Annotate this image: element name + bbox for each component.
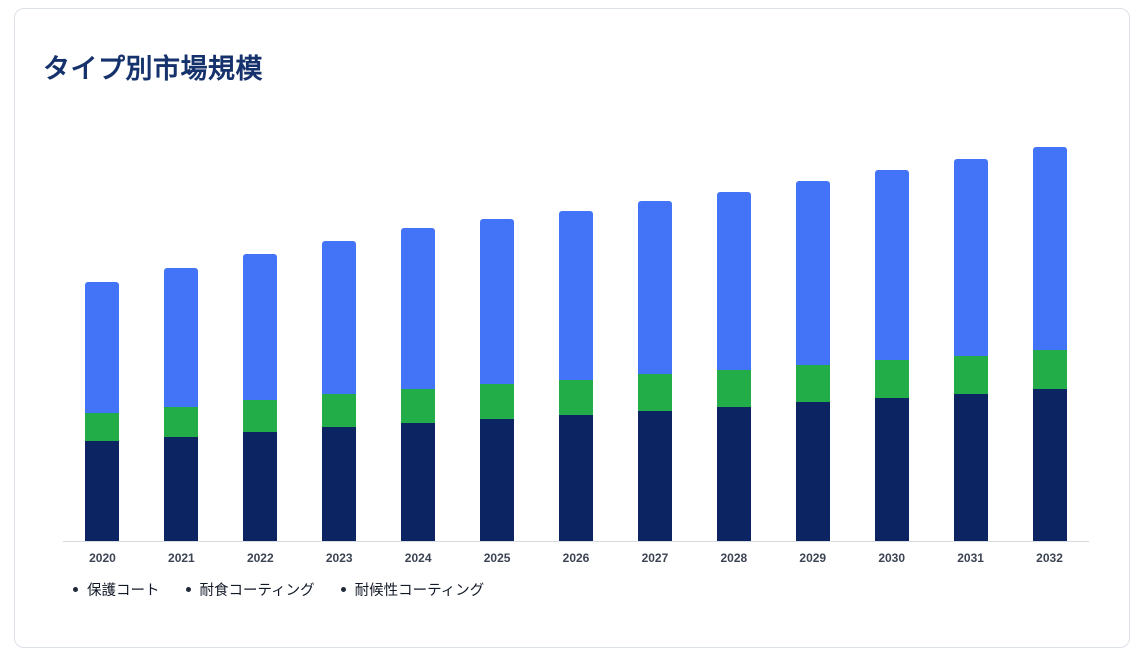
plot-area	[63, 142, 1089, 542]
bar-segment[interactable]	[874, 360, 909, 398]
bar-segment[interactable]	[243, 400, 278, 432]
legend-bullet-icon	[340, 587, 346, 592]
bar-segment[interactable]	[1032, 147, 1067, 350]
bar-segment[interactable]	[243, 254, 278, 400]
bar-segment[interactable]	[795, 181, 830, 365]
x-axis-label: 2032	[1036, 551, 1063, 565]
bar-segment[interactable]	[874, 398, 909, 541]
bar-segment[interactable]	[558, 415, 593, 541]
bar-column-2029	[773, 142, 852, 541]
legend-label: 耐食コーティング	[199, 583, 315, 599]
chart-card: タイプ別市場規模 2020 2021 2022 2023 2024 2025 2026 202…	[14, 8, 1130, 648]
bar-stack	[1032, 147, 1067, 541]
bar-stack	[322, 241, 357, 541]
legend-item[interactable]: 耐食コーティング	[185, 579, 315, 600]
bar-segment[interactable]	[243, 432, 278, 541]
bar-stack	[85, 282, 120, 541]
chart-title: タイプ別市場規模	[43, 54, 263, 84]
bar-segment[interactable]	[480, 419, 515, 541]
bar-segment[interactable]	[164, 407, 199, 437]
bar-segment[interactable]	[85, 282, 120, 413]
bar-segment[interactable]	[401, 228, 436, 389]
bar-segment[interactable]	[322, 241, 357, 394]
x-axis-label: 2026	[562, 551, 590, 565]
legend-bullet-icon	[185, 587, 191, 592]
bar-segment[interactable]	[953, 356, 988, 394]
bar-stack	[243, 254, 278, 541]
x-axis-label: 2028	[720, 551, 748, 565]
x-axis-label: 2024	[404, 551, 432, 565]
legend-bullet-icon	[73, 587, 78, 592]
bar-column-2031	[931, 142, 1010, 541]
bar-stack	[795, 181, 830, 541]
x-axis-label: 2029	[799, 551, 827, 565]
bar-stack	[480, 219, 515, 541]
bar-segment[interactable]	[716, 370, 751, 407]
bar-column-2022	[221, 142, 300, 541]
bar-segment[interactable]	[953, 394, 988, 541]
bar-column-2027	[615, 142, 694, 541]
bar-stack	[716, 192, 751, 541]
bar-segment[interactable]	[401, 423, 436, 541]
bar-column-2023	[300, 142, 379, 541]
bar-segment[interactable]	[480, 219, 515, 384]
bar-segment[interactable]	[322, 427, 357, 541]
bar-column-2032	[1010, 142, 1089, 541]
x-axis-label: 2021	[168, 551, 195, 565]
bar-segment[interactable]	[795, 402, 830, 541]
bar-segment[interactable]	[1032, 389, 1067, 541]
bar-segment[interactable]	[953, 159, 988, 356]
bar-stack	[637, 201, 672, 541]
bar-segment[interactable]	[401, 389, 436, 423]
bar-segment[interactable]	[1032, 350, 1067, 389]
bar-stack	[953, 159, 988, 541]
bar-column-2020	[63, 142, 142, 541]
bar-segment[interactable]	[637, 411, 672, 541]
bar-segment[interactable]	[558, 380, 593, 415]
bar-column-2021	[142, 142, 221, 541]
x-axis-labels: 2020 2021 2022 2023 2024 2025 2026 2027 2028 2029…	[63, 542, 1089, 565]
bar-segment[interactable]	[322, 394, 357, 427]
bar-stack	[164, 268, 199, 541]
x-axis-label: 2022	[246, 551, 274, 565]
bar-segment[interactable]	[637, 201, 672, 374]
bar-segment[interactable]	[637, 374, 672, 411]
bar-column-2026	[537, 142, 616, 541]
bar-segment[interactable]	[874, 170, 909, 360]
bar-segment[interactable]	[85, 441, 120, 541]
bar-column-2024	[379, 142, 458, 541]
bar-segment[interactable]	[558, 211, 593, 380]
bar-segment[interactable]	[795, 365, 830, 402]
bar-segment[interactable]	[716, 192, 751, 370]
bar-segment[interactable]	[85, 413, 120, 441]
x-axis-label: 2025	[483, 551, 511, 565]
bar-column-2025	[458, 142, 537, 541]
bar-stack	[558, 211, 593, 541]
stacked-bar-chart: 2020 2021 2022 2023 2024 2025 2026 2027 2028 2029…	[63, 142, 1089, 565]
x-axis-label: 2020	[89, 551, 116, 565]
bar-segment[interactable]	[164, 437, 199, 541]
legend-label: 保護コート	[87, 583, 160, 599]
bar-segment[interactable]	[716, 407, 751, 541]
bar-stack	[874, 170, 909, 541]
legend-item[interactable]: 耐候性コーティング	[340, 579, 485, 600]
chart-legend: 保護コート 耐食コーティング 耐候性コーティング	[73, 579, 1129, 600]
bar-column-2030	[852, 142, 931, 541]
bar-segment[interactable]	[164, 268, 199, 407]
x-axis-label: 2023	[325, 551, 353, 565]
legend-label: 耐候性コーティング	[354, 583, 485, 599]
bar-segment[interactable]	[480, 384, 515, 419]
bar-stack	[401, 228, 436, 541]
bar-column-2028	[694, 142, 773, 541]
x-axis-label: 2030	[878, 551, 906, 565]
legend-item[interactable]: 保護コート	[73, 579, 160, 600]
x-axis-label: 2031	[957, 551, 984, 565]
x-axis-label: 2027	[641, 551, 669, 565]
